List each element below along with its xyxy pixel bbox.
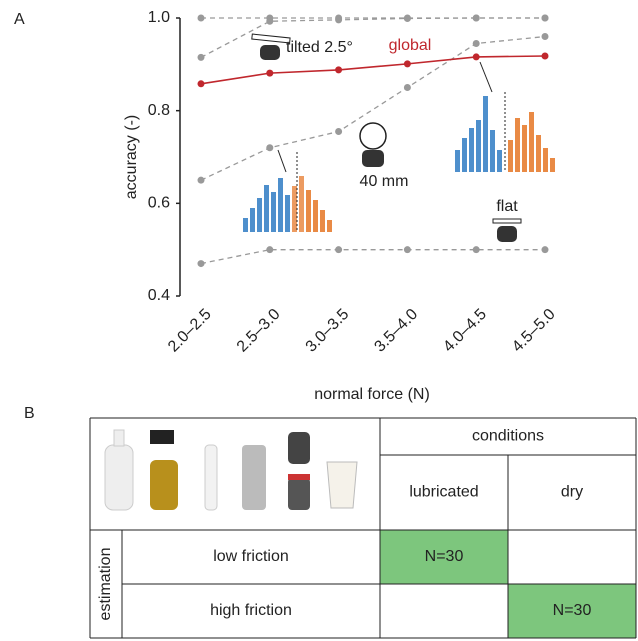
annotation: tilted 2.5° (286, 39, 353, 56)
data-point (335, 128, 343, 136)
histogram-inset (243, 149, 332, 232)
data-point (541, 52, 549, 60)
annotation: flat (496, 198, 518, 215)
x-tick-label: 4.5–5.0 (509, 306, 559, 356)
data-point (403, 84, 411, 91)
row-group-label: estimation (97, 548, 114, 621)
row-label: low friction (213, 548, 289, 565)
tilted-icon (251, 33, 291, 60)
panel-label: A (14, 11, 25, 28)
table-header: conditions (472, 428, 544, 445)
column-header: dry (561, 484, 583, 501)
data-point (541, 33, 549, 41)
data-point (197, 14, 205, 22)
x-tick-label: 2.0–2.5 (165, 306, 215, 356)
flat-icon (492, 218, 522, 242)
column-header: lubricated (409, 484, 478, 501)
series-line (200, 55, 546, 85)
data-point (335, 16, 343, 24)
data-point (472, 39, 480, 47)
y-axis-label: accuracy (-) (123, 115, 140, 199)
data-point (197, 53, 205, 61)
data-point (403, 246, 411, 254)
data-point (266, 144, 274, 152)
x-tick-label: 2.5–3.0 (234, 306, 284, 356)
panel-label: B (24, 405, 35, 422)
data-point (197, 260, 205, 268)
data-point (335, 246, 343, 254)
data-point (197, 80, 205, 88)
y-tick-label: 1.0 (148, 9, 170, 26)
data-point (472, 53, 480, 61)
highlight-cell (380, 530, 508, 584)
data-point (266, 69, 274, 77)
x-tick-label: 4.0–4.5 (440, 306, 490, 356)
table-cell: N=30 (425, 548, 464, 565)
series-line (200, 249, 545, 265)
histogram-inset (455, 61, 555, 172)
x-axis-label: normal force (N) (314, 386, 430, 403)
data-point (403, 60, 411, 68)
data-point (403, 14, 411, 22)
data-point (472, 246, 480, 254)
highlight-cell (508, 584, 636, 638)
data-point (197, 176, 205, 184)
y-tick-label: 0.8 (148, 102, 170, 119)
y-tick-label: 0.6 (148, 195, 170, 212)
series-label: global (389, 37, 432, 54)
table-cell: N=30 (553, 602, 592, 619)
series-line (200, 35, 546, 181)
x-tick-label: 3.0–3.5 (303, 306, 353, 356)
series-line (200, 17, 545, 58)
data-point (266, 246, 274, 254)
data-point (541, 14, 549, 22)
x-tick-label: 3.5–4.0 (371, 306, 421, 356)
data-point (472, 14, 480, 22)
data-point (266, 17, 274, 25)
data-point (335, 66, 343, 74)
y-tick-label: 0.4 (148, 287, 170, 304)
annotation: 40 mm (360, 173, 409, 190)
object-images (104, 429, 358, 511)
sphere-icon (359, 122, 387, 167)
data-point (541, 246, 549, 254)
row-label: high friction (210, 602, 292, 619)
